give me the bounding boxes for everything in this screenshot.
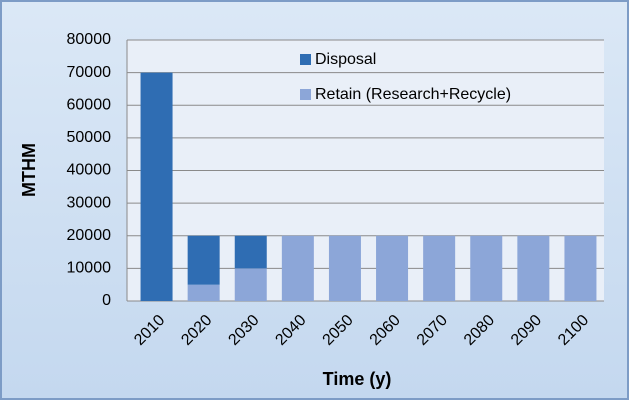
y-axis-title: MTHM <box>19 143 39 197</box>
bar-segment <box>564 235 597 301</box>
bar-segment <box>470 235 503 301</box>
y-tick-label: 30000 <box>67 194 112 211</box>
y-tick-label: 10000 <box>67 260 112 277</box>
y-tick-label: 40000 <box>67 162 112 179</box>
bar-segment <box>234 235 267 269</box>
bar-segment <box>281 235 314 301</box>
bar-segment <box>187 235 220 285</box>
bar-segment <box>328 235 361 301</box>
legend-swatch <box>300 54 311 65</box>
bar-segment <box>423 235 456 301</box>
legend-label: Retain (Research+Recycle) <box>315 86 511 103</box>
y-tick-label: 70000 <box>67 64 112 81</box>
y-tick-label: 0 <box>102 292 111 309</box>
y-tick-label: 80000 <box>67 31 112 48</box>
bar-segment <box>140 72 173 301</box>
bar-segment <box>517 235 550 301</box>
y-tick-label: 50000 <box>67 129 112 146</box>
legend-swatch <box>300 89 311 100</box>
legend-label: Disposal <box>315 51 376 68</box>
y-tick-label: 60000 <box>67 96 112 113</box>
bar-segment <box>187 284 220 301</box>
bar-segment <box>376 235 409 301</box>
x-axis-title: Time (y) <box>323 369 392 389</box>
y-tick-label: 20000 <box>67 227 112 244</box>
bar-segment <box>234 268 267 301</box>
